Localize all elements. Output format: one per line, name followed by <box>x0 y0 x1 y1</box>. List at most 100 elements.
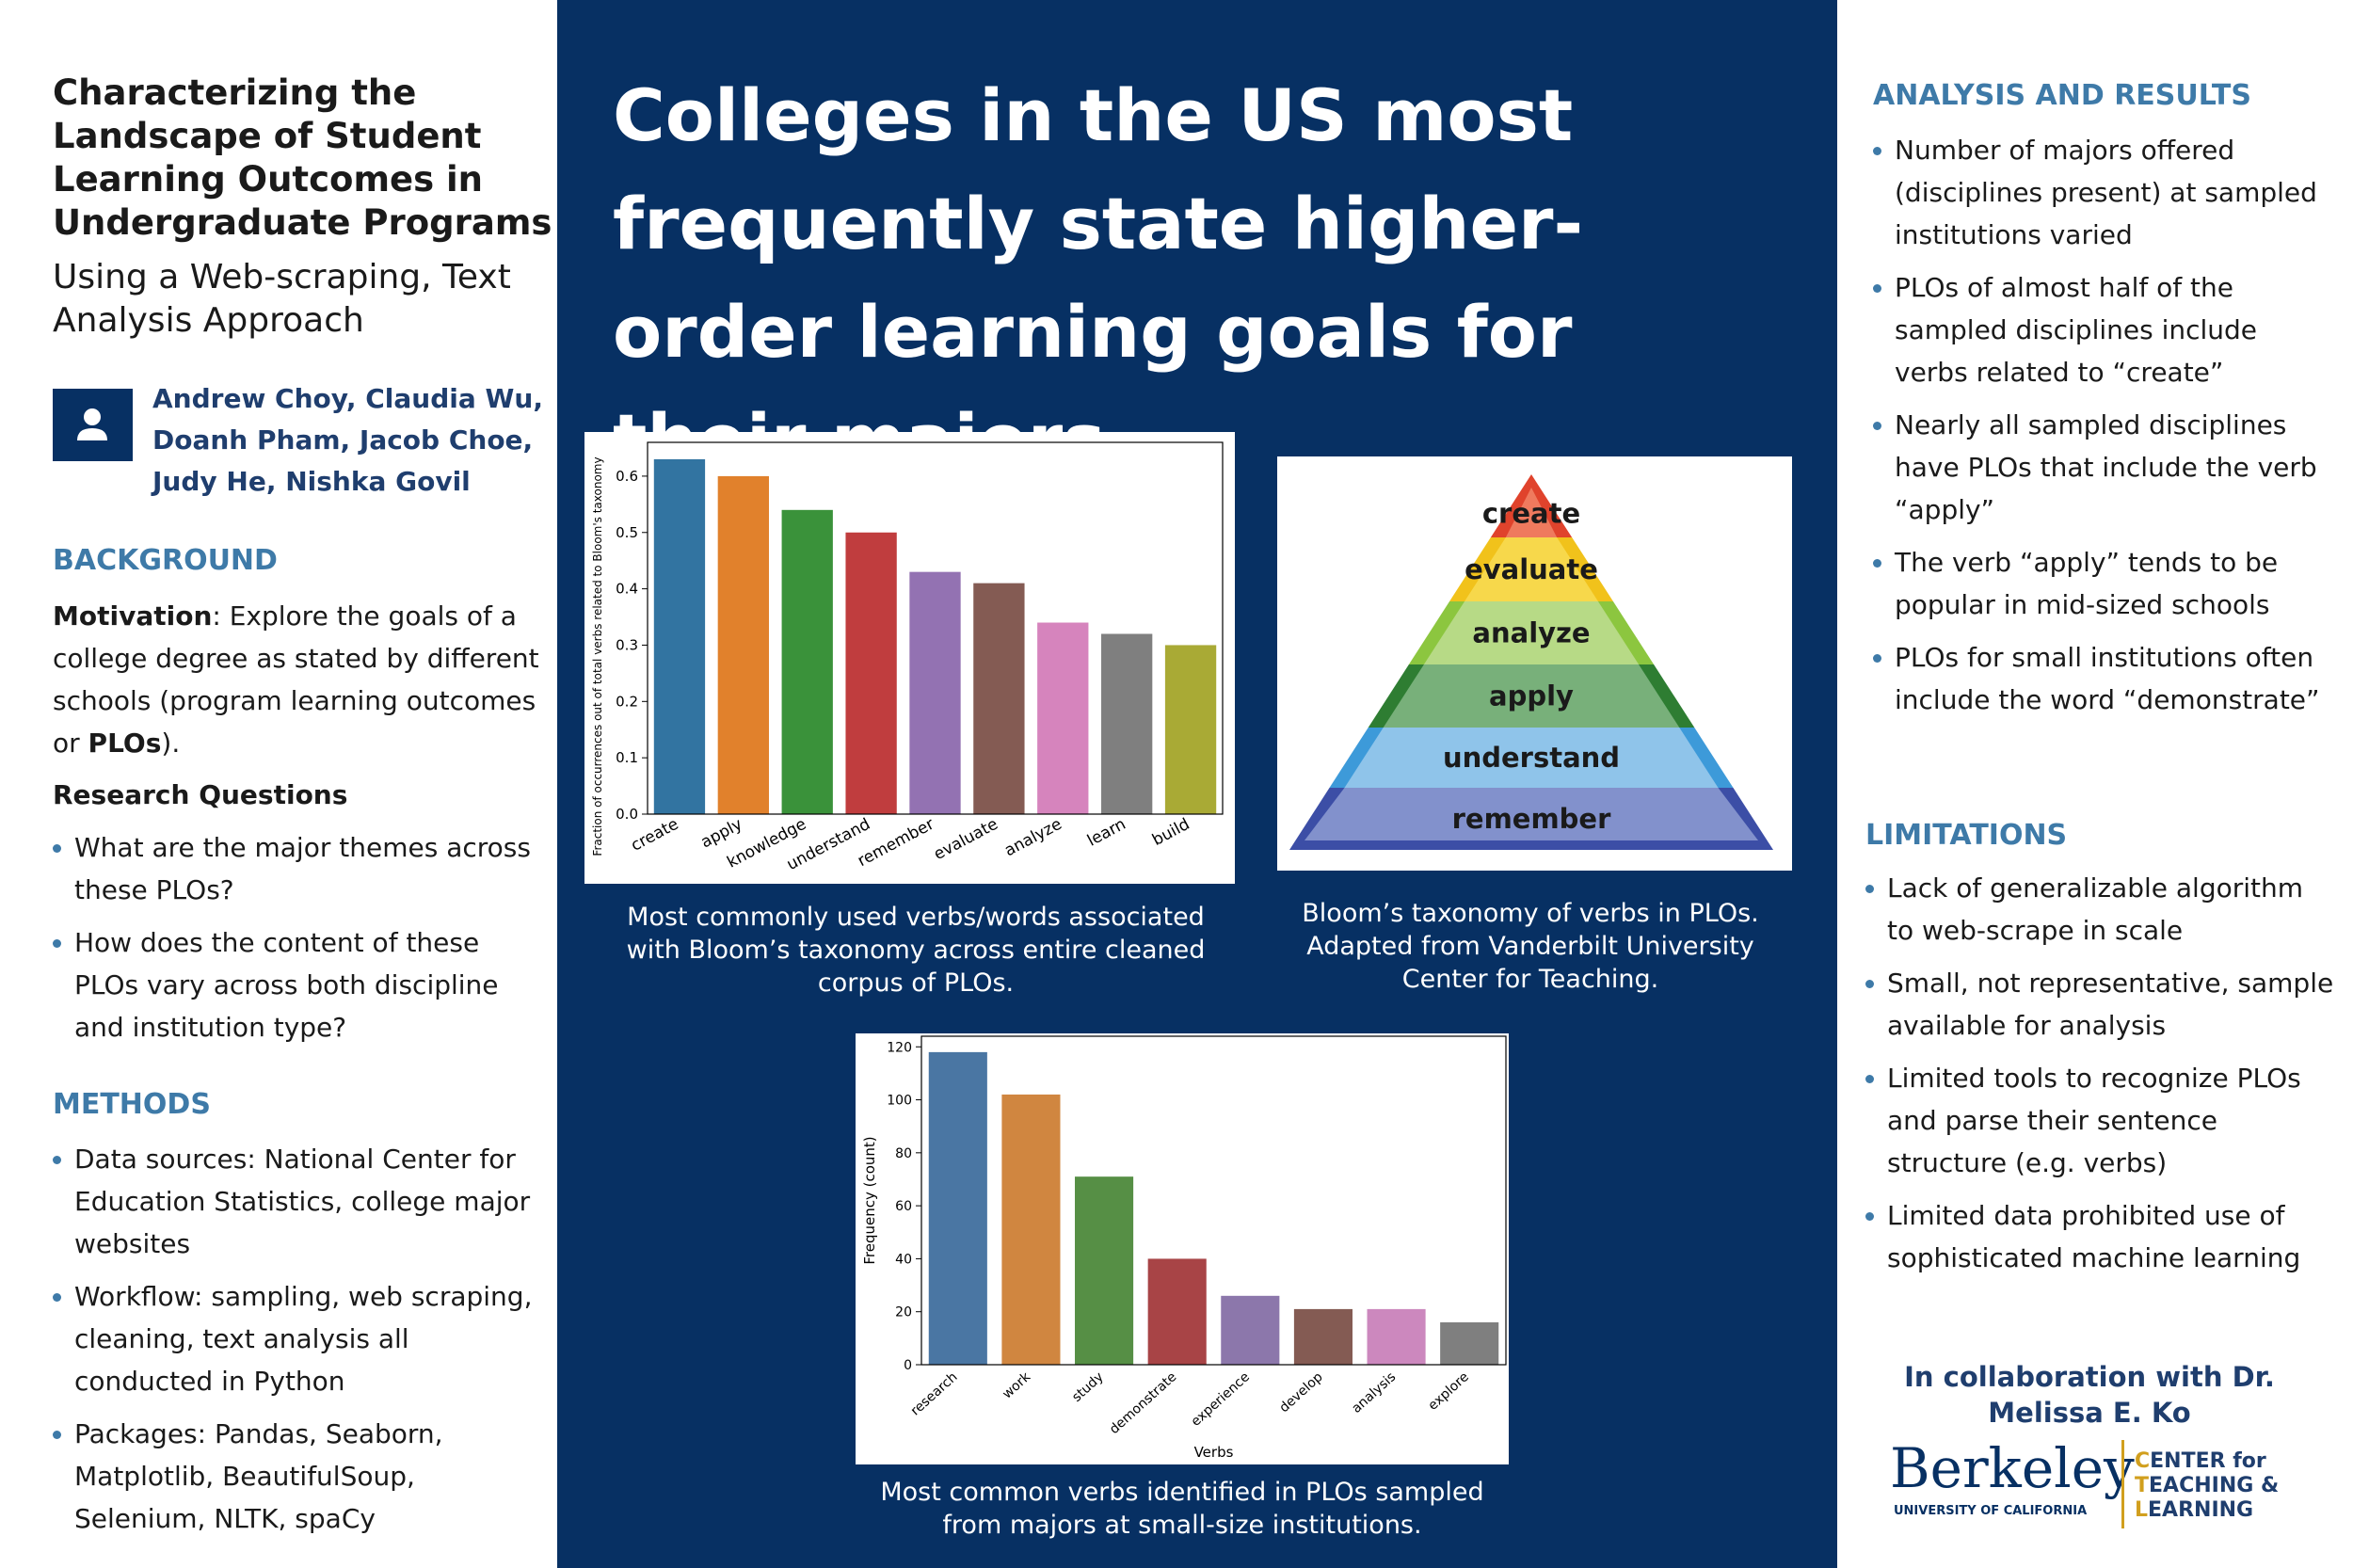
pyramid-level <box>1465 537 1598 601</box>
divider <box>2121 1440 2124 1528</box>
y-tick-label: 100 <box>887 1094 912 1109</box>
y-tick-label: 0.2 <box>616 693 638 710</box>
axes-frame <box>647 441 1224 815</box>
subheading: Research Questions <box>53 779 348 810</box>
pyramid-level <box>1423 601 1640 664</box>
y-tick-label: 120 <box>887 1040 912 1055</box>
pyramid-level <box>1505 488 1558 537</box>
bullet: Packages: Pandas, Seaborn, Matplotlib, B… <box>53 1413 542 1540</box>
x-tick-label: evaluate <box>931 815 1001 864</box>
x-tick-label: work <box>1000 1368 1034 1401</box>
x-tick-label: analyze <box>1001 815 1064 861</box>
bullet: PLOs of almost half of the sampled disci… <box>1873 266 2334 393</box>
y-tick-label: 0.3 <box>616 636 638 653</box>
bar <box>845 532 897 814</box>
bullet: PLOs for small institutions often includ… <box>1873 636 2334 721</box>
bullet: Data sources: National Center for Educat… <box>53 1138 542 1265</box>
axes-frame <box>920 1035 1507 1366</box>
y-tick-label: 60 <box>895 1199 912 1214</box>
logo-line: CENTER for <box>2135 1449 2266 1473</box>
level-label: analyze <box>1472 617 1590 649</box>
bar <box>1440 1321 1499 1365</box>
bar <box>1075 1176 1134 1365</box>
level-label: create <box>1482 498 1580 530</box>
bullet: Workflow: sampling, web scraping, cleani… <box>53 1275 542 1402</box>
bullet: Limited data prohibited use of sophistic… <box>1865 1194 2336 1279</box>
bar <box>1164 645 1217 814</box>
x-tick-label: learn <box>1084 815 1128 851</box>
x-tick-label: experience <box>1189 1369 1253 1430</box>
text: : Explore the goals of a college degree … <box>53 600 539 759</box>
y-tick-label: 80 <box>895 1146 912 1161</box>
bullet: How does the content of these PLOs vary … <box>53 921 533 1048</box>
x-tick-label: demonstrate <box>1107 1369 1179 1437</box>
pyramid: create evaluate analyze apply understand reme… <box>1289 474 1773 850</box>
y-tick-label: 40 <box>895 1252 912 1267</box>
bar <box>1037 622 1089 814</box>
pyramid-level <box>1344 728 1719 788</box>
bar <box>973 583 1025 814</box>
bullet: Limited tools to recognize PLOs and pars… <box>1865 1057 2336 1184</box>
author-icon <box>53 389 133 461</box>
bullet: Nearly all sampled disciplines have PLOs… <box>1873 404 2334 531</box>
bar <box>1001 1094 1061 1365</box>
bullet: What are the major themes across these P… <box>53 826 533 911</box>
bullet: Lack of generalizable algorithm to web-s… <box>1865 867 2336 952</box>
bar <box>909 571 961 814</box>
bullet-list: Data sources: National Center for Educat… <box>53 1138 542 1550</box>
pyramid-level <box>1383 664 1680 728</box>
figure: 0 20 40 60 80 100 120 research work study demonstr… <box>856 1033 1509 1464</box>
bullet-list: Lack of generalizable algorithm to web-s… <box>1865 867 2336 1289</box>
logo-line: LEARNING <box>2135 1498 2254 1522</box>
motivation: Motivation: Explore the goals of a colle… <box>53 595 542 764</box>
logo-sub: UNIVERSITY OF CALIFORNIA <box>1894 1504 2088 1518</box>
y-tick-label: 0.0 <box>616 806 638 823</box>
figure: 0.0 0.1 0.2 0.3 0.4 0.5 0.6 create apply knowledg… <box>584 432 1235 884</box>
bar <box>653 458 706 814</box>
caption: Bloom’s taxonomy of verbs in PLOs. Adapt… <box>1302 899 1759 994</box>
bar <box>1293 1308 1353 1365</box>
poster-subtitle: Using a Web-scraping, Text Analysis Appr… <box>53 258 511 340</box>
logo-line: TEACHING & <box>2135 1474 2280 1497</box>
y-tick-label: 0.6 <box>616 468 638 485</box>
y-tick-label: 0.5 <box>616 524 638 541</box>
authors: Andrew Choy, Claudia Wu, Doanh Pham, Jac… <box>152 383 543 497</box>
bar <box>717 475 769 814</box>
section-heading: BACKGROUND <box>53 544 278 577</box>
level-label: understand <box>1443 742 1620 774</box>
bullet: Number of majors offered (disciplines pr… <box>1873 129 2334 256</box>
x-axis-label: Verbs <box>1194 1444 1234 1461</box>
figure: create evaluate analyze apply understand reme… <box>1277 456 1792 871</box>
bar-chart: 0 20 40 60 80 100 120 research work study demonstr… <box>861 1035 1507 1461</box>
x-tick-label: study <box>1069 1369 1107 1405</box>
bullet: Small, not representative, sample availa… <box>1865 962 2336 1047</box>
poster-title: Characterizing the Landscape of Student … <box>53 72 552 243</box>
y-axis-label: Fraction of occurrences out of total ver… <box>591 456 604 856</box>
section-heading: ANALYSIS AND RESULTS <box>1873 79 2251 112</box>
level-label: remember <box>1452 803 1612 835</box>
x-tick-label: research <box>908 1369 961 1418</box>
caption: Most commonly used verbs/words associate… <box>626 903 1206 998</box>
x-tick-label: develop <box>1276 1369 1325 1416</box>
logo-name: Berkeley <box>1890 1436 2135 1500</box>
bullet: The verb “apply” tends to be popular in … <box>1873 541 2334 626</box>
x-tick-label: build <box>1149 815 1193 850</box>
text: PLOs <box>88 728 162 759</box>
x-tick-label: explore <box>1425 1369 1471 1414</box>
text: Motivation <box>53 600 213 632</box>
icon-svg <box>77 408 107 440</box>
section-heading: METHODS <box>53 1088 211 1121</box>
y-tick-label: 0.4 <box>616 581 638 598</box>
headline: Colleges in the US most frequently state… <box>613 73 1584 482</box>
y-tick-label: 0 <box>904 1358 912 1373</box>
bar <box>781 509 833 814</box>
logo-center: CENTER for TEACHING & LEARNING <box>2135 1449 2279 1523</box>
bar <box>1367 1308 1426 1365</box>
x-tick-label: analysis <box>1349 1369 1399 1416</box>
bar <box>1221 1295 1280 1365</box>
bullet-list: What are the major themes across these P… <box>53 826 533 1059</box>
text: ). <box>161 728 181 759</box>
y-tick-label: 0.1 <box>616 749 638 766</box>
bullet-list: Number of majors offered (disciplines pr… <box>1873 129 2334 731</box>
